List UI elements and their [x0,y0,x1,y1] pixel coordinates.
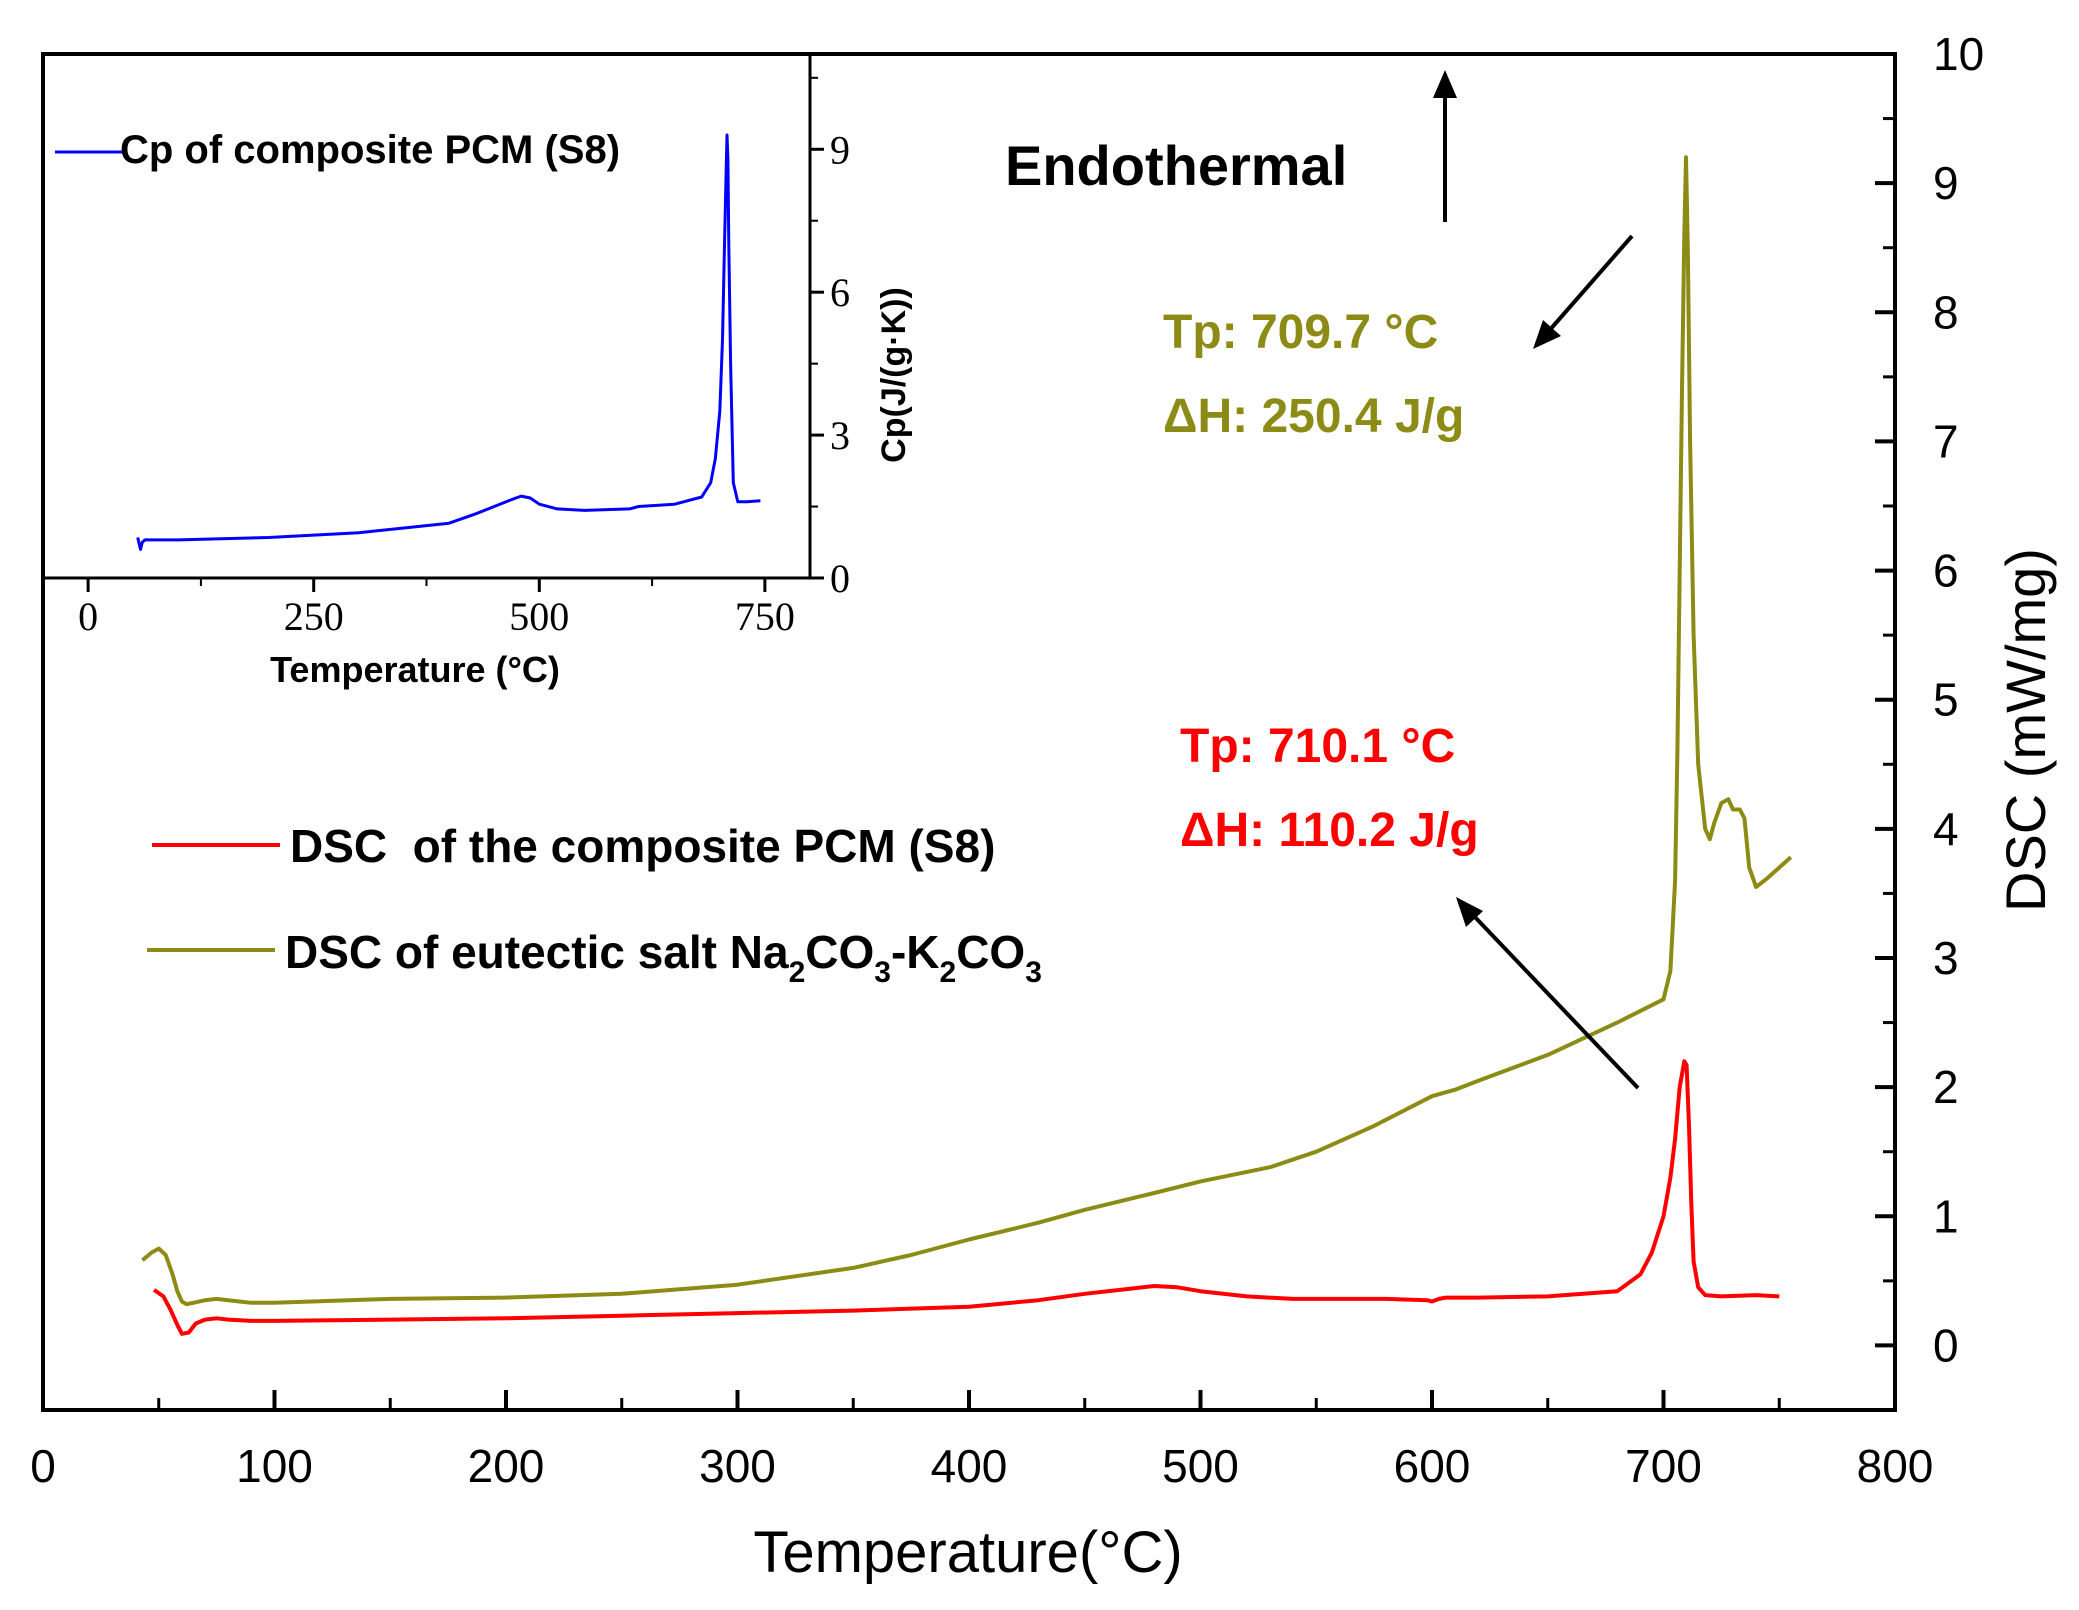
arrow-tp-composite [1456,897,1640,1090]
inset-series-line-0 [136,133,761,551]
main-x-tick-label: 700 [1625,1440,1702,1492]
inset-y-tick-label: 9 [830,127,850,172]
main-y-tick-label: 8 [1933,286,1959,338]
main-y-tick-label: 3 [1933,932,1959,984]
inset-x-tick-label: 750 [735,594,795,639]
main-y-tick-label: 10 [1933,28,1984,80]
main-x-tick-label: 500 [1162,1440,1239,1492]
annotation-tp-composite: Tp: 710.1 °C [1180,720,1455,773]
annotations: Endothermal Tp: 709.7 °C ΔH: 250.4 J/g T… [1005,70,1640,1090]
main-y-tick-label: 4 [1933,803,1959,855]
main-plot-frame [41,52,1897,1412]
inset-x-tick-label: 500 [509,594,569,639]
inset-y-tick-label: 0 [830,556,850,601]
inset-legend: Cp of composite PCM (S8) [55,128,620,172]
inset-y-tick-label: 3 [830,413,850,458]
main-legend: DSC of the composite PCM (S8) DSC of eut… [147,820,1042,989]
inset-y-axis-label: Cp(J/(g·K)) [875,287,913,463]
main-x-tick-label: 300 [699,1440,776,1492]
main-y-tick-label: 6 [1933,545,1959,597]
main-y-tick-label: 7 [1933,415,1959,467]
annotation-tp-eutectic: Tp: 709.7 °C [1163,306,1438,359]
inset-x-tick-label: 0 [78,594,98,639]
main-y-tick-label: 2 [1933,1061,1959,1113]
legend-label-eutectic: DSC of eutectic salt Na2CO3-K2CO3 [285,926,1042,989]
main-x-tick-label: 600 [1394,1440,1471,1492]
annotation-dh-eutectic: ΔH: 250.4 J/g [1163,390,1464,443]
annotation-endothermal: Endothermal [1005,134,1347,197]
main-x-tick-label: 100 [236,1440,313,1492]
main-x-tick-label: 200 [468,1440,545,1492]
inset-legend-label: Cp of composite PCM (S8) [120,128,620,172]
main-x-tick-label: 400 [931,1440,1008,1492]
main-x-tick-label: 800 [1857,1440,1934,1492]
inset-x-axis-label: Temperature (°C) [270,649,560,690]
main-series-line-1 [141,155,1793,1307]
main-series-line-0 [152,1059,1780,1336]
main-x-axis-label: Temperature(°C) [753,1520,1182,1585]
inset-x-tick-label: 250 [284,594,344,639]
arrow-tp-eutectic [1533,234,1634,349]
inset-plot: 0 250 500 750 0 3 6 9 [43,54,850,639]
legend-label-composite: DSC of the composite PCM (S8) [290,820,995,872]
annotation-dh-composite: ΔH: 110.2 J/g [1180,804,1479,857]
inset-y-tick-label: 6 [830,270,850,315]
main-y-tick-label: 1 [1933,1190,1959,1242]
main-y-tick-label: 9 [1933,157,1959,209]
main-y-tick-label: 5 [1933,674,1959,726]
main-y-tick-label: 0 [1933,1319,1959,1371]
main-y-axis-label: DSC (mW/mg) [1994,548,2057,912]
arrow-endothermal [1433,70,1457,222]
main-x-tick-label: 0 [30,1440,56,1492]
